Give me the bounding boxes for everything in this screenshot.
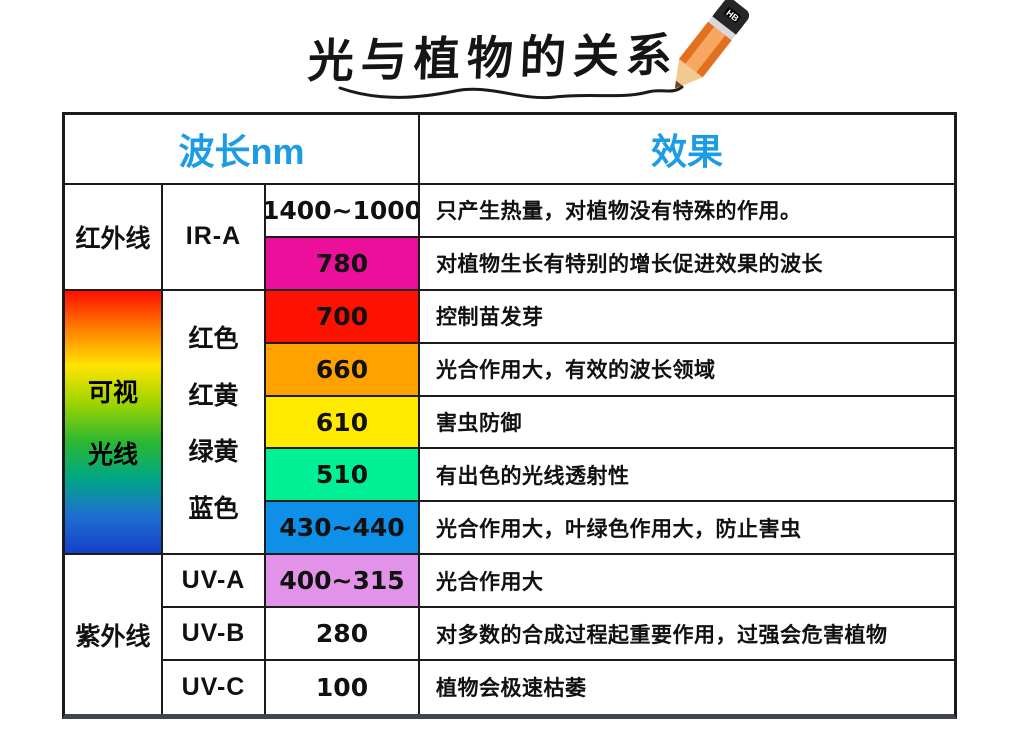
wavelength-cell: 100 bbox=[266, 661, 420, 714]
effect-cell: 害虫防御 bbox=[420, 396, 954, 450]
visible-spectrum-cell: 可视 光线 bbox=[65, 290, 163, 556]
color-label-red: 红色 bbox=[188, 325, 239, 354]
effect-cell: 对植物生长有特别的增长促进效果的波长 bbox=[420, 237, 954, 291]
color-label-green-yellow: 绿黄 bbox=[188, 438, 239, 467]
wavelength-cell: 1400~1000 bbox=[266, 185, 420, 238]
wavelength-cell: 510 bbox=[266, 449, 420, 503]
band-ir-a: IR-A bbox=[163, 185, 266, 291]
effect-cell: 光合作用大 bbox=[420, 555, 954, 609]
effect-cell: 对多数的合成过程起重要作用，过强会危害植物 bbox=[420, 608, 954, 662]
effect-cell: 光合作用大，有效的波长领域 bbox=[420, 343, 954, 397]
group-visible-line1: 可视 bbox=[87, 379, 138, 407]
wavelength-cell: 780 bbox=[266, 237, 420, 291]
effect-cell: 控制苗发芽 bbox=[420, 290, 954, 344]
light-wavelength-table: 波长nm 效果 红外线 IR-A 1400~1000 只产生热量，对植物没有特殊… bbox=[62, 112, 957, 719]
title-area: 光与植物的关系 HB bbox=[0, 0, 1020, 112]
header-wavelength: 波长nm bbox=[65, 115, 420, 185]
band-uv-b: UV-B bbox=[163, 608, 266, 662]
effect-cell: 有出色的光线透射性 bbox=[420, 449, 954, 503]
wavelength-cell: 430~440 bbox=[266, 502, 420, 556]
wavelength-cell: 660 bbox=[266, 343, 420, 397]
effect-cell: 光合作用大，叶绿色作用大，防止害虫 bbox=[420, 502, 954, 556]
color-label-blue: 蓝色 bbox=[188, 494, 239, 523]
band-uv-c: UV-C bbox=[163, 661, 266, 714]
wavelength-cell: 400~315 bbox=[266, 555, 420, 609]
color-label-red-yellow: 红黄 bbox=[188, 381, 239, 410]
effect-cell: 植物会极速枯萎 bbox=[420, 661, 954, 714]
wavelength-cell: 700 bbox=[266, 290, 420, 344]
header-effect: 效果 bbox=[420, 115, 954, 185]
group-ultraviolet: 紫外线 bbox=[65, 555, 163, 714]
wavelength-cell: 280 bbox=[266, 608, 420, 662]
wavelength-cell: 610 bbox=[266, 396, 420, 450]
effect-cell: 只产生热量，对植物没有特殊的作用。 bbox=[420, 185, 954, 238]
band-uv-a: UV-A bbox=[163, 555, 266, 609]
visible-color-labels: 红色 红黄 绿黄 蓝色 bbox=[163, 290, 266, 556]
page-title: 光与植物的关系 bbox=[306, 27, 680, 89]
group-visible-line2: 光线 bbox=[87, 441, 138, 469]
group-infrared: 红外线 bbox=[65, 185, 163, 291]
svg-text:HB: HB bbox=[724, 8, 741, 24]
